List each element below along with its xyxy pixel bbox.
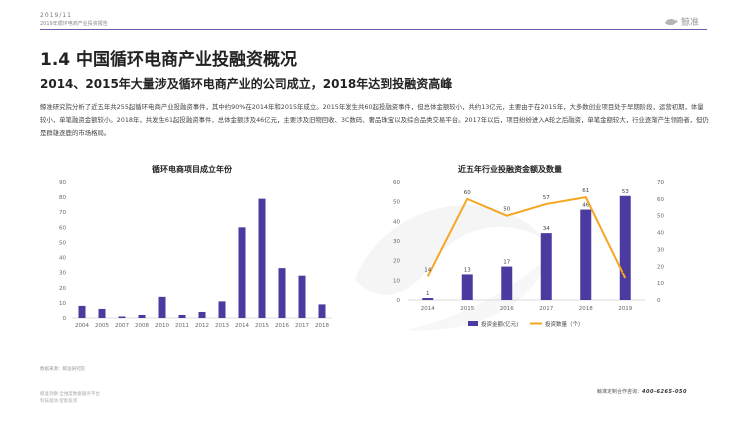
chart1-x-tick: 2008 xyxy=(135,323,149,329)
chart1-bar xyxy=(178,314,186,318)
chart2-x-tick: 2014 xyxy=(421,306,435,312)
chart2-x-tick: 2016 xyxy=(500,306,514,312)
whale-icon xyxy=(665,18,678,25)
chart2-bar-label: 17 xyxy=(503,260,510,266)
chart2-right-tick: 50 xyxy=(657,214,664,220)
chart1-x-tick: 2010 xyxy=(155,323,169,329)
brand-logo: 鲸准 xyxy=(664,15,699,28)
chart2-investment: 0 10 20 30 40 50 60 0 10 20 30 40 50 60 70 1 2014 13 2015 1… xyxy=(393,180,664,328)
chart1-y-tick: 60 xyxy=(59,225,66,231)
chart1-x-tick: 2004 xyxy=(75,323,89,329)
chart2-bar-label: 46 xyxy=(582,203,589,209)
chart1-founding-year: 0 10 20 30 40 50 60 70 80 90 2004 2005 2007 2008 2010 2… xyxy=(59,180,332,329)
chart1-bar xyxy=(158,296,166,318)
chart2-line-label: 14 xyxy=(424,267,431,273)
chart1-y-tick: 10 xyxy=(59,301,66,307)
chart2-bar xyxy=(580,209,592,300)
chart1-x-tick: 2005 xyxy=(95,323,109,329)
brand-name: 鲸准 xyxy=(681,18,700,28)
chart1-x-tick: 2011 xyxy=(175,323,189,329)
chart2-line-label: 13 xyxy=(622,269,629,275)
chart2-bar-label: 1 xyxy=(426,291,430,297)
legend-count-label: 投资数量（个） xyxy=(545,320,584,328)
chart1-y-tick: 40 xyxy=(59,256,66,262)
chart1-bar xyxy=(318,304,326,318)
chart2-line-label: 61 xyxy=(582,188,589,194)
chart2-right-tick: 30 xyxy=(657,247,664,253)
whale-watermark xyxy=(355,205,550,331)
chart1-x-tick: 2015 xyxy=(255,323,269,329)
chart1-x-tick: 2014 xyxy=(235,323,249,329)
hotline-label: 鲸准定制合作咨询： xyxy=(597,389,643,395)
chart2-left-tick: 30 xyxy=(393,239,400,245)
chart2-x-tick: 2018 xyxy=(579,306,593,312)
chart1-y-tick: 20 xyxy=(59,286,66,292)
chart2-right-tick: 0 xyxy=(657,298,661,304)
chart1-y-tick: 80 xyxy=(59,195,66,201)
chart1-x-tick: 2017 xyxy=(295,323,309,329)
chart2-left-tick: 40 xyxy=(393,219,400,225)
chart1-x-tick: 2007 xyxy=(115,323,129,329)
chart2-x-tick: 2019 xyxy=(618,306,632,312)
header-divider xyxy=(40,29,707,30)
chart1-bar xyxy=(278,268,286,318)
report-date: 2019/11 xyxy=(40,12,72,19)
chart1-x-tick: 2013 xyxy=(215,323,229,329)
chart2-bar xyxy=(540,233,552,300)
chart1-x-tick: 2012 xyxy=(195,323,209,329)
chart1-y-tick: 90 xyxy=(59,180,66,186)
chart2-left-tick: 10 xyxy=(393,278,400,284)
chart1-bar xyxy=(218,301,226,318)
chart1-title: 循环电商项目成立年份 xyxy=(152,165,232,174)
summary-paragraph: 鲸准研究院分析了近五年共255起循环电商产业投融资事件，其中约90%在2014年… xyxy=(40,103,709,137)
chart2-left-tick: 0 xyxy=(397,298,401,304)
chart2-line-label: 57 xyxy=(543,195,550,201)
chart1-bar xyxy=(258,198,266,318)
data-source: 数据来源：鲸准研究院 xyxy=(40,367,85,372)
chart2-bar-label: 13 xyxy=(464,267,471,273)
chart2-bar xyxy=(461,274,473,300)
chart1-bar xyxy=(118,316,126,318)
chart2-line-label: 60 xyxy=(464,190,471,196)
chart1-bar xyxy=(78,305,86,318)
chart2-right-tick: 60 xyxy=(657,197,664,203)
chart1-bar xyxy=(298,275,306,318)
chart1-y-tick: 70 xyxy=(59,210,66,216)
page-subtitle: 2014、2015年大量涉及循环电商产业的公司成立，2018年达到投融资高峰 xyxy=(40,77,453,91)
chart1-x-tick: 2018 xyxy=(315,323,329,329)
chart2-bar xyxy=(501,266,513,300)
chart2-left-tick: 50 xyxy=(393,200,400,206)
chart2-left-tick: 20 xyxy=(393,259,400,265)
chart2-bar xyxy=(422,298,434,300)
chart1-bar xyxy=(198,311,206,318)
chart1-bar xyxy=(98,308,106,318)
chart1-y-tick: 30 xyxy=(59,271,66,277)
chart2-right-tick: 20 xyxy=(657,264,664,270)
legend-amount-swatch xyxy=(468,321,478,326)
chart2-bar-label: 53 xyxy=(622,189,629,195)
chart2-line-label: 50 xyxy=(503,207,510,213)
chart2-bar-label: 34 xyxy=(543,226,550,232)
hotline: 鲸准定制合作咨询：400-6265-050 xyxy=(597,388,687,395)
chart2-right-tick: 10 xyxy=(657,281,664,287)
legend-amount-label: 投资金额(亿元) xyxy=(481,320,518,328)
chart2-count-line xyxy=(426,196,627,279)
chart2-right-tick: 40 xyxy=(657,231,664,237)
chart2-x-tick: 2015 xyxy=(460,306,474,312)
chart2-x-tick: 2017 xyxy=(539,306,553,312)
footer-slogan-1: 鲸准洞察·全维度数据服务平台 xyxy=(40,392,100,397)
page-title: 1.4 中国循环电商产业投融资概况 xyxy=(40,50,298,70)
chart2-title: 近五年行业投融资金额及数量 xyxy=(458,165,562,174)
chart1-y-tick: 50 xyxy=(59,240,66,246)
report-name: 2019年循环电商产业投资报告 xyxy=(40,21,108,27)
hotline-number: 400-6265-050 xyxy=(642,389,687,395)
chart2-right-tick: 70 xyxy=(657,180,664,186)
chart1-x-tick: 2016 xyxy=(275,323,289,329)
chart1-y-tick: 0 xyxy=(63,316,67,322)
chart1-bar xyxy=(138,314,146,318)
footer-slogan-2: 科技驱动·智能投资 xyxy=(40,399,78,404)
chart2-bar xyxy=(619,195,631,300)
chart1-bar xyxy=(238,227,246,318)
chart2-left-tick: 60 xyxy=(393,180,400,186)
